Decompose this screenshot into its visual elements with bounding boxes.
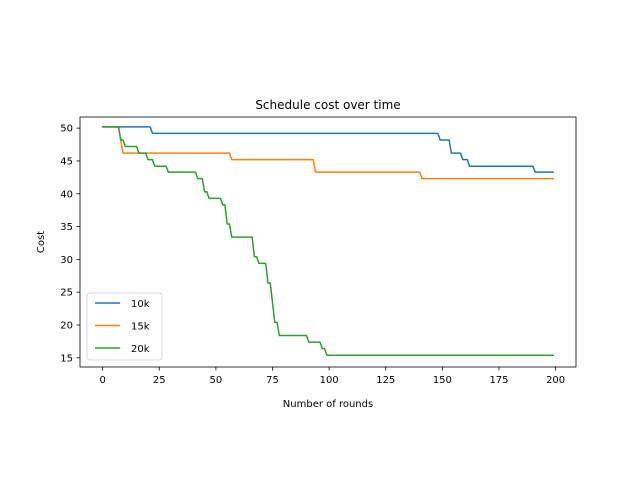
x-axis-label: Number of rounds [283, 399, 373, 410]
y-tick-label: 25 [60, 288, 73, 299]
plot-area [80, 117, 576, 367]
y-tick-label: 35 [60, 222, 73, 233]
legend-label-20k: 20k [131, 344, 150, 355]
x-tick-label: 50 [210, 375, 223, 386]
x-tick-label: 150 [433, 375, 452, 386]
series-line-10k [101, 126, 555, 173]
y-tick-label: 40 [60, 189, 73, 200]
x-tick-label: 175 [489, 375, 508, 386]
x-tick-label: 125 [376, 375, 395, 386]
x-tick-label: 100 [320, 375, 339, 386]
y-tick-label: 15 [60, 353, 73, 364]
x-tick-label: 75 [266, 375, 279, 386]
y-tick-label: 50 [60, 124, 73, 135]
x-axis-ticks: 0 25 50 75 100 125 150 175 200 [99, 367, 565, 386]
axes-frame [79, 116, 577, 368]
legend-box [86, 292, 163, 361]
y-axis-ticks: 15 20 25 30 35 40 45 50 [60, 124, 80, 364]
y-tick-label: 30 [60, 255, 73, 266]
y-tick-label: 20 [60, 321, 73, 332]
y-axis-label: Cost [36, 231, 47, 253]
chart-title: Schedule cost over time [255, 98, 400, 112]
legend-label-15k: 15k [131, 322, 150, 333]
series-layer [101, 126, 555, 356]
legend-label-10k: 10k [131, 299, 150, 310]
x-tick-label: 25 [153, 375, 166, 386]
x-tick-label: 200 [546, 375, 565, 386]
y-tick-label: 45 [60, 156, 73, 167]
x-tick-label: 0 [99, 375, 105, 386]
series-line-20k [101, 126, 555, 356]
legend: 10k 15k 20k [86, 292, 163, 361]
